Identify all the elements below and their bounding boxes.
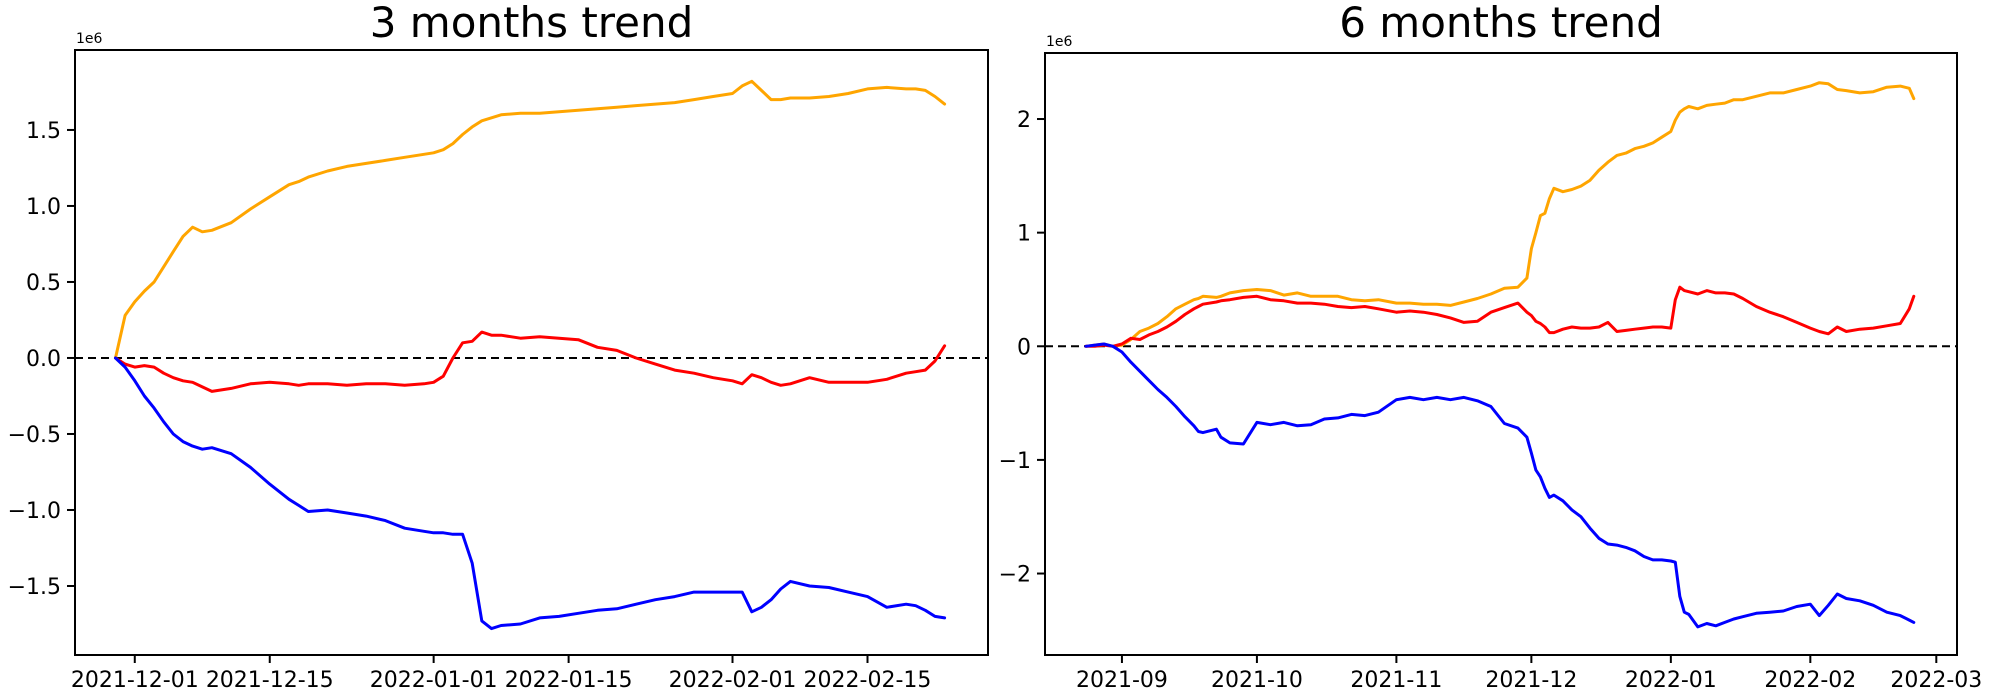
series-line-orange <box>114 79 947 360</box>
x-tick-label: 2022-03 <box>1890 668 1982 693</box>
y-tick-label: 0.0 <box>26 347 61 372</box>
x-tick-label: 2021-12 <box>1485 668 1577 693</box>
y-tick-label: −0.5 <box>8 423 61 448</box>
series-line-red <box>1084 285 1916 348</box>
x-tick-label: 2021-12-15 <box>206 668 334 693</box>
y-axis-offset-label-right: 1e6 <box>1046 34 1073 50</box>
x-tick-label: 2022-02-15 <box>804 668 932 693</box>
series-line-red <box>114 330 947 393</box>
y-tick-label: −2 <box>999 563 1031 588</box>
x-tick-label: 2022-01-01 <box>370 668 498 693</box>
y-tick-label: −1.5 <box>8 575 61 600</box>
plot-border <box>1044 52 1958 656</box>
y-tick-label: 2 <box>1017 108 1031 133</box>
y-tick-label: 0.5 <box>26 271 61 296</box>
y-tick-label: 1 <box>1017 222 1031 247</box>
x-tick-label: 2022-01-15 <box>505 668 633 693</box>
y-tick-label: −1.0 <box>8 499 61 524</box>
x-tick-label: 2021-09 <box>1076 668 1168 693</box>
chart-title-3-months: 3 months trend <box>369 0 694 47</box>
chart-title-6-months: 6 months trend <box>1339 0 1663 47</box>
y-tick-label: 1.0 <box>26 195 61 220</box>
y-tick-label: −1 <box>999 449 1031 474</box>
plot-border <box>74 49 989 656</box>
series-line-blue <box>114 356 947 631</box>
y-axis-offset-label-left: 1e6 <box>76 31 103 47</box>
x-tick-label: 2021-11 <box>1350 668 1442 693</box>
series-line-blue <box>1084 342 1916 629</box>
y-tick-label: 0 <box>1017 335 1031 360</box>
y-tick-label: 1.5 <box>26 119 61 144</box>
x-tick-label: 2022-02-01 <box>669 668 797 693</box>
x-tick-label: 2022-01 <box>1625 668 1717 693</box>
x-tick-label: 2021-12-01 <box>71 668 199 693</box>
x-tick-label: 2021-10 <box>1211 668 1303 693</box>
series-line-orange <box>1084 81 1916 348</box>
x-tick-label: 2022-02 <box>1764 668 1856 693</box>
